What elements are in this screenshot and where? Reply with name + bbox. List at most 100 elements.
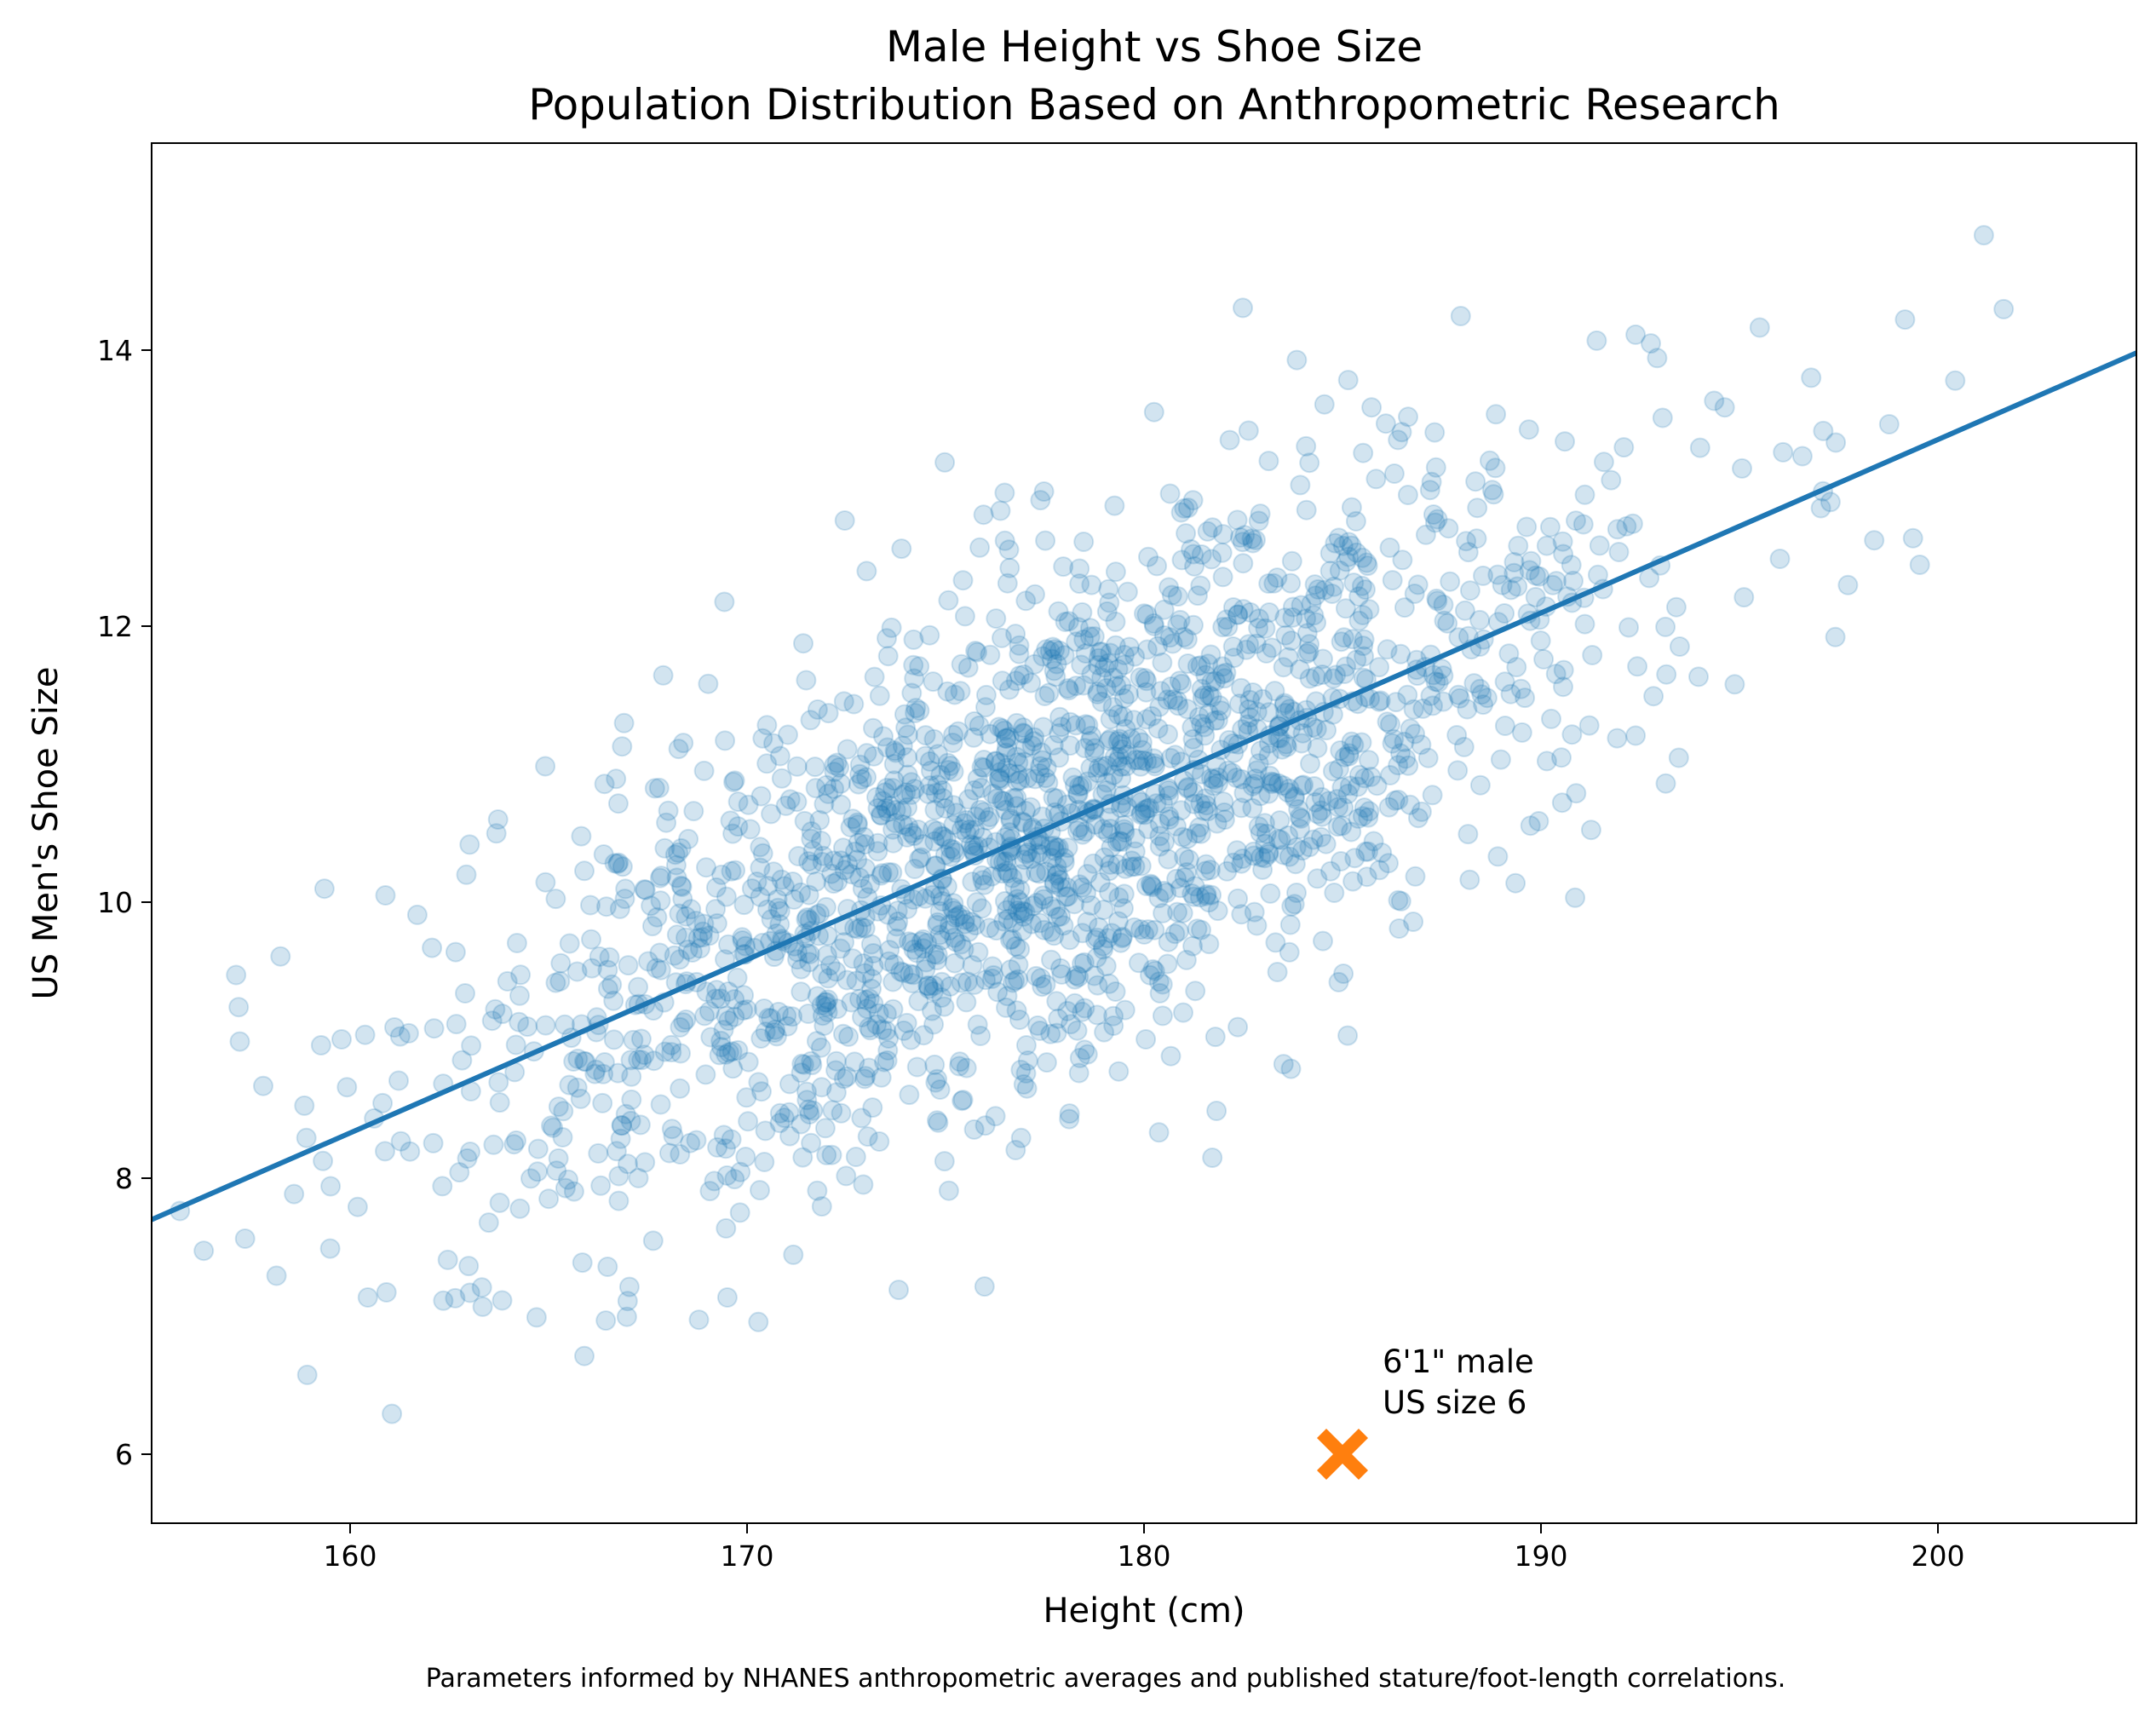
population-point bbox=[1338, 745, 1360, 767]
population-point bbox=[800, 710, 821, 731]
population-point bbox=[816, 774, 837, 796]
population-point bbox=[1359, 801, 1380, 822]
population-point bbox=[1064, 969, 1085, 990]
population-point bbox=[1589, 535, 1610, 556]
population-point bbox=[1404, 584, 1425, 604]
population-point bbox=[951, 819, 972, 840]
population-point bbox=[894, 704, 915, 725]
population-point bbox=[1100, 728, 1121, 750]
population-point bbox=[975, 697, 996, 718]
population-point bbox=[812, 852, 833, 872]
population-point bbox=[1046, 788, 1067, 809]
population-point bbox=[1038, 682, 1060, 704]
population-point bbox=[756, 715, 778, 736]
population-point bbox=[1338, 743, 1360, 764]
population-point bbox=[826, 752, 848, 774]
population-point bbox=[994, 890, 1015, 912]
population-point bbox=[1296, 608, 1317, 630]
population-point bbox=[897, 724, 918, 745]
population-point bbox=[1561, 724, 1583, 745]
population-point bbox=[1021, 735, 1043, 756]
population-point bbox=[844, 1051, 865, 1073]
population-point bbox=[849, 988, 870, 1010]
population-point bbox=[1494, 671, 1515, 693]
population-point bbox=[1239, 601, 1261, 623]
population-point bbox=[764, 1022, 785, 1043]
population-point bbox=[1566, 510, 1586, 532]
population-point bbox=[936, 876, 957, 897]
population-point bbox=[1216, 662, 1237, 683]
population-point bbox=[1213, 791, 1234, 813]
population-point bbox=[966, 892, 987, 913]
population-point bbox=[1351, 575, 1372, 596]
population-point bbox=[823, 850, 844, 872]
population-point bbox=[903, 939, 924, 960]
population-point bbox=[1043, 787, 1064, 808]
population-point bbox=[791, 981, 812, 1003]
population-point bbox=[1333, 797, 1354, 818]
population-point bbox=[809, 903, 831, 924]
population-point bbox=[1185, 981, 1206, 1002]
population-point bbox=[1084, 742, 1105, 763]
population-point bbox=[1105, 635, 1126, 656]
population-point bbox=[1046, 837, 1067, 859]
population-point bbox=[1139, 797, 1160, 819]
population-point bbox=[923, 981, 944, 1002]
population-point bbox=[1837, 574, 1859, 595]
population-point bbox=[1312, 806, 1332, 827]
population-point bbox=[821, 1144, 842, 1165]
population-point bbox=[621, 1089, 642, 1110]
population-point bbox=[683, 801, 704, 822]
population-point bbox=[550, 952, 572, 974]
population-point bbox=[1258, 745, 1279, 766]
population-point bbox=[1454, 600, 1475, 621]
population-point bbox=[1284, 788, 1305, 809]
population-point bbox=[1200, 768, 1222, 789]
population-point bbox=[1133, 750, 1154, 771]
population-point bbox=[844, 918, 865, 939]
population-point bbox=[952, 1090, 974, 1111]
population-point bbox=[916, 952, 937, 973]
population-point bbox=[681, 899, 702, 920]
population-point bbox=[545, 889, 566, 910]
population-point bbox=[938, 760, 959, 780]
annotation-line-2: US size 6 bbox=[1383, 1384, 1526, 1421]
population-point bbox=[1094, 657, 1115, 678]
population-point bbox=[1177, 778, 1198, 799]
population-point bbox=[1015, 901, 1036, 923]
population-point bbox=[1098, 653, 1119, 674]
population-point bbox=[761, 1008, 782, 1029]
population-point bbox=[912, 834, 934, 854]
population-point bbox=[1529, 566, 1550, 587]
population-point bbox=[1388, 755, 1409, 776]
population-point bbox=[1094, 847, 1115, 868]
population-point bbox=[1732, 457, 1752, 479]
population-point bbox=[927, 914, 948, 935]
population-point bbox=[1096, 772, 1118, 793]
population-point bbox=[696, 857, 716, 878]
population-point bbox=[843, 693, 865, 715]
population-point bbox=[1533, 648, 1555, 670]
population-point bbox=[1191, 713, 1212, 734]
population-point bbox=[1093, 819, 1114, 840]
population-point bbox=[928, 744, 948, 765]
population-point bbox=[1166, 815, 1187, 837]
population-point bbox=[661, 1034, 682, 1056]
population-point bbox=[1333, 627, 1354, 648]
population-point bbox=[485, 998, 506, 1020]
population-point bbox=[1140, 873, 1161, 895]
population-point bbox=[1061, 1014, 1081, 1035]
population-point bbox=[1652, 407, 1673, 429]
population-point bbox=[1091, 641, 1112, 663]
population-point bbox=[883, 971, 904, 992]
population-point bbox=[1040, 895, 1061, 917]
population-point bbox=[1008, 954, 1029, 975]
population-point bbox=[1275, 624, 1296, 646]
population-point bbox=[982, 783, 1003, 804]
population-point bbox=[707, 1136, 728, 1158]
population-point bbox=[650, 1094, 671, 1115]
population-point bbox=[927, 950, 947, 970]
population-point bbox=[1053, 556, 1074, 578]
population-point bbox=[901, 822, 923, 843]
population-point bbox=[963, 710, 985, 732]
